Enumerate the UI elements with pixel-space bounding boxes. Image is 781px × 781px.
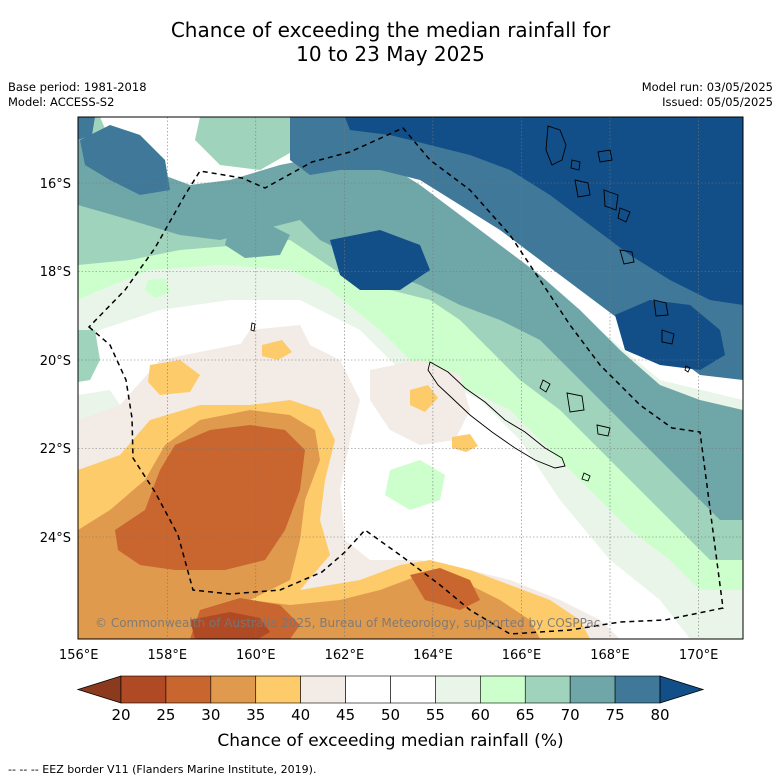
- colorbar-tick-label: 20: [111, 706, 130, 724]
- colorbar-tick-label: 25: [156, 706, 175, 724]
- vanuatu-island-outline: [545, 125, 567, 166]
- colorbar-segment: [435, 675, 481, 704]
- lon-tick-label: 170°E: [679, 648, 719, 663]
- colorbar-tick-label: 40: [291, 706, 310, 724]
- colorbar-tick-label: 55: [426, 706, 445, 724]
- lon-tick-label: 164°E: [413, 648, 453, 663]
- rainfall-probability-field: [78, 117, 743, 639]
- lat-tick-labels: 16°S 18°S 20°S 22°S 24°S: [40, 177, 71, 546]
- colorbar-segment: [255, 675, 301, 704]
- meta-left: Base period: 1981-2018 Model: ACCESS-S2: [8, 80, 147, 110]
- colorbar-tick-label: 75: [606, 706, 625, 724]
- lat-tick-label: 18°S: [40, 265, 71, 280]
- lon-tick-label: 156°E: [59, 648, 99, 663]
- map-title: Chance of exceeding the median rainfall …: [0, 18, 781, 66]
- colorbar-segment: [524, 675, 571, 704]
- lon-tick-label: 160°E: [236, 648, 276, 663]
- issued-date: Issued: 05/05/2025: [662, 95, 773, 109]
- loyalty-island-outline: [596, 424, 611, 437]
- lon-tick-label: 162°E: [325, 648, 365, 663]
- lat-tick-label: 16°S: [40, 177, 71, 192]
- lat-tick-label: 22°S: [40, 442, 71, 457]
- title-line-2: 10 to 23 May 2025: [296, 42, 485, 66]
- colorbar-segment: [345, 675, 391, 704]
- new-caledonia-outline: [427, 361, 566, 469]
- colorbar-label: Chance of exceeding median rainfall (%): [217, 731, 564, 751]
- islet-outline: [250, 322, 256, 332]
- vanuatu-island-outline: [574, 179, 591, 198]
- land-outlines: [250, 125, 691, 482]
- colorbar-tick-label: 80: [650, 706, 669, 724]
- copyright-text: © Commonwealth of Australia 2025, Bureau…: [95, 616, 600, 630]
- vanuatu-island-outline: [570, 159, 581, 171]
- vanuatu-island-outline: [603, 189, 619, 211]
- vanuatu-island-outline: [597, 149, 613, 163]
- colorbar-tick-label: 35: [246, 706, 265, 724]
- vanuatu-island-outline: [653, 299, 669, 317]
- colorbar-tick-label: 50: [381, 706, 400, 724]
- colorbar: 20 25 30 35 40 45 50 55 60 65 70 75 80: [76, 675, 705, 724]
- lat-tick-label: 20°S: [40, 354, 71, 369]
- lon-tick-labels: 156°E 158°E 160°E 162°E 164°E 166°E 168°…: [59, 648, 718, 663]
- title-line-1: Chance of exceeding the median rainfall …: [170, 18, 611, 42]
- colorbar-segment: [569, 675, 616, 704]
- colorbar-extend-low: [76, 675, 122, 704]
- lon-tick-label: 158°E: [148, 648, 188, 663]
- colorbar-tick-label: 65: [516, 706, 535, 724]
- meta-right: Model run: 03/05/2025 Issued: 05/05/2025: [642, 80, 773, 110]
- map-frame: [77, 116, 744, 640]
- eez-border-line: [87, 127, 724, 635]
- colorbar-tick-label: 60: [471, 706, 490, 724]
- model-run: Model run: 03/05/2025: [641, 80, 773, 94]
- model-name: Model: ACCESS-S2: [8, 95, 115, 109]
- colorbar-tick-label: 45: [336, 706, 355, 724]
- colorbar-segment: [390, 675, 436, 704]
- colorbar-segment: [120, 675, 167, 704]
- vanuatu-island-outline: [619, 249, 635, 265]
- base-period: Base period: 1981-2018: [8, 80, 147, 94]
- eez-legend-footnote: -- -- -- EEZ border V11 (Flanders Marine…: [8, 763, 317, 776]
- islet-outline: [684, 365, 691, 373]
- colorbar-tick-label: 30: [201, 706, 220, 724]
- lat-tick-label: 24°S: [40, 531, 71, 546]
- colorbar-segment: [300, 675, 346, 704]
- colorbar-segment: [480, 675, 526, 704]
- loyalty-island-outline: [539, 379, 551, 393]
- colorbar-segment: [165, 675, 212, 704]
- loyalty-island-outline: [566, 392, 585, 413]
- colorbar-tick-label: 70: [561, 706, 580, 724]
- colorbar-segment: [614, 675, 661, 704]
- colorbar-extend-high: [659, 675, 705, 704]
- islet-outline: [581, 472, 591, 482]
- colorbar-segment: [210, 675, 257, 704]
- lon-tick-label: 168°E: [590, 648, 630, 663]
- lon-tick-label: 166°E: [502, 648, 542, 663]
- vanuatu-island-outline: [617, 207, 631, 223]
- vanuatu-island-outline: [661, 329, 675, 345]
